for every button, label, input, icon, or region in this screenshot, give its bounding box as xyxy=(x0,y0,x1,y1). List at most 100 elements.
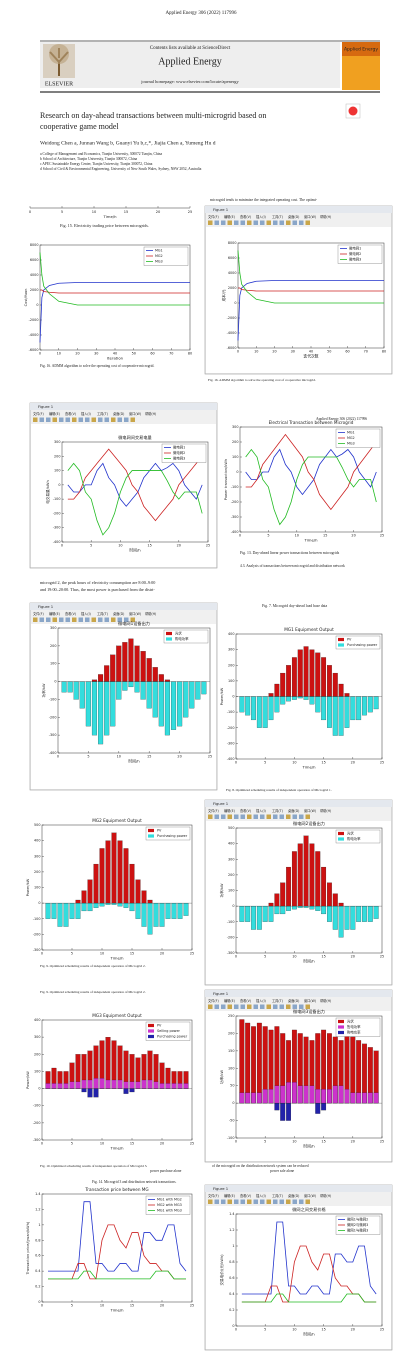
toolbar-icon[interactable] xyxy=(234,1199,239,1205)
toolbar-icon[interactable] xyxy=(292,1199,298,1205)
toolbar-icon[interactable] xyxy=(214,1199,220,1205)
toolbar-icon[interactable] xyxy=(221,1199,226,1205)
toolbar-icon[interactable] xyxy=(98,617,103,623)
toolbar-icon[interactable] xyxy=(39,617,45,623)
toolbar-icon[interactable] xyxy=(273,814,278,820)
toolbar-icon[interactable] xyxy=(299,1199,304,1205)
toolbar-icon[interactable] xyxy=(279,220,285,226)
toolbar-icon[interactable] xyxy=(253,1199,259,1205)
toolbar-icon[interactable] xyxy=(292,220,298,226)
toolbar-icon[interactable] xyxy=(240,1199,246,1205)
toolbar-icon[interactable] xyxy=(247,1199,252,1205)
bar xyxy=(373,1092,379,1104)
toolbar-icon[interactable] xyxy=(253,814,259,820)
toolbar-icon[interactable] xyxy=(292,1004,298,1010)
toolbar-icon[interactable] xyxy=(279,1004,285,1010)
toolbar-icon[interactable] xyxy=(234,220,239,226)
toolbar-icon[interactable] xyxy=(46,417,51,423)
toolbar-icon[interactable] xyxy=(299,220,304,226)
toolbar-icon[interactable] xyxy=(227,220,233,226)
toolbar-icon[interactable] xyxy=(292,814,298,820)
toolbar-icon[interactable] xyxy=(111,417,116,423)
toolbar-icon[interactable] xyxy=(240,1004,246,1010)
toolbar-icon[interactable] xyxy=(91,417,97,423)
toolbar-icon[interactable] xyxy=(39,417,45,423)
toolbar-icon[interactable] xyxy=(260,1004,265,1010)
x-tick-label: 10 xyxy=(295,534,299,538)
toolbar-icon[interactable] xyxy=(46,617,51,623)
toolbar-icon[interactable] xyxy=(33,417,38,423)
window-title: Figure 1 xyxy=(213,207,229,212)
toolbar-icon[interactable] xyxy=(266,220,272,226)
toolbar-icon[interactable] xyxy=(59,417,64,423)
toolbar-icon[interactable] xyxy=(33,617,38,623)
toolbar-icon[interactable] xyxy=(286,1004,291,1010)
toolbar-icon[interactable] xyxy=(65,617,71,623)
toolbar-icon[interactable] xyxy=(72,417,77,423)
toolbar-icon[interactable] xyxy=(247,1004,252,1010)
toolbar-icon[interactable] xyxy=(247,220,252,226)
toolbar-icon[interactable] xyxy=(286,220,291,226)
toolbar-icon[interactable] xyxy=(240,814,246,820)
toolbar-icon[interactable] xyxy=(234,1004,239,1010)
toolbar-icon[interactable] xyxy=(214,1004,220,1010)
toolbar-icon[interactable] xyxy=(279,1199,285,1205)
toolbar-icon[interactable] xyxy=(85,617,90,623)
toolbar-icon[interactable] xyxy=(247,814,252,820)
toolbar-icon[interactable] xyxy=(124,417,129,423)
toolbar-icon[interactable] xyxy=(214,220,220,226)
toolbar-icon[interactable] xyxy=(240,220,246,226)
toolbar-icon[interactable] xyxy=(214,814,220,820)
toolbar-icon[interactable] xyxy=(299,1004,304,1010)
toolbar-icon[interactable] xyxy=(286,814,291,820)
toolbar-icon[interactable] xyxy=(117,417,123,423)
toolbar-icon[interactable] xyxy=(221,220,226,226)
x-tick-label: 25 xyxy=(208,755,212,759)
toolbar-icon[interactable] xyxy=(208,1004,213,1010)
toolbar-icon[interactable] xyxy=(273,1199,278,1205)
toolbar-icon[interactable] xyxy=(124,617,129,623)
toolbar-icon[interactable] xyxy=(234,814,239,820)
toolbar-icon[interactable] xyxy=(286,1199,291,1205)
toolbar-icon[interactable] xyxy=(253,220,259,226)
toolbar-icon[interactable] xyxy=(104,617,110,623)
toolbar-icon[interactable] xyxy=(221,814,226,820)
toolbar-icon[interactable] xyxy=(65,417,71,423)
toolbar-icon[interactable] xyxy=(52,417,58,423)
toolbar-icon[interactable] xyxy=(91,617,97,623)
toolbar-icon[interactable] xyxy=(253,1004,259,1010)
toolbar-icon[interactable] xyxy=(227,814,233,820)
toolbar-icon[interactable] xyxy=(299,814,304,820)
toolbar-icon[interactable] xyxy=(266,814,272,820)
toolbar-icon[interactable] xyxy=(78,617,84,623)
toolbar-icon[interactable] xyxy=(305,814,311,820)
toolbar-icon[interactable] xyxy=(208,814,213,820)
toolbar-icon[interactable] xyxy=(227,1004,233,1010)
toolbar-icon[interactable] xyxy=(52,617,58,623)
toolbar-icon[interactable] xyxy=(72,617,77,623)
toolbar-icon[interactable] xyxy=(130,417,136,423)
toolbar-icon[interactable] xyxy=(130,617,136,623)
toolbar-icon[interactable] xyxy=(273,1004,278,1010)
toolbar-icon[interactable] xyxy=(59,617,64,623)
toolbar-icon[interactable] xyxy=(104,417,110,423)
toolbar-icon[interactable] xyxy=(260,814,265,820)
toolbar-icon[interactable] xyxy=(78,417,84,423)
toolbar-icon[interactable] xyxy=(305,220,311,226)
toolbar-icon[interactable] xyxy=(266,1199,272,1205)
toolbar-icon[interactable] xyxy=(98,417,103,423)
toolbar-icon[interactable] xyxy=(279,814,285,820)
toolbar-icon[interactable] xyxy=(260,220,265,226)
toolbar-icon[interactable] xyxy=(227,1199,233,1205)
toolbar-icon[interactable] xyxy=(273,220,278,226)
toolbar-icon[interactable] xyxy=(266,1004,272,1010)
toolbar-icon[interactable] xyxy=(111,617,116,623)
toolbar-icon[interactable] xyxy=(208,1199,213,1205)
toolbar-icon[interactable] xyxy=(208,220,213,226)
toolbar-icon[interactable] xyxy=(221,1004,226,1010)
toolbar-icon[interactable] xyxy=(305,1199,311,1205)
toolbar-icon[interactable] xyxy=(260,1199,265,1205)
toolbar-icon[interactable] xyxy=(85,417,90,423)
toolbar-icon[interactable] xyxy=(305,1004,311,1010)
toolbar-icon[interactable] xyxy=(117,617,123,623)
